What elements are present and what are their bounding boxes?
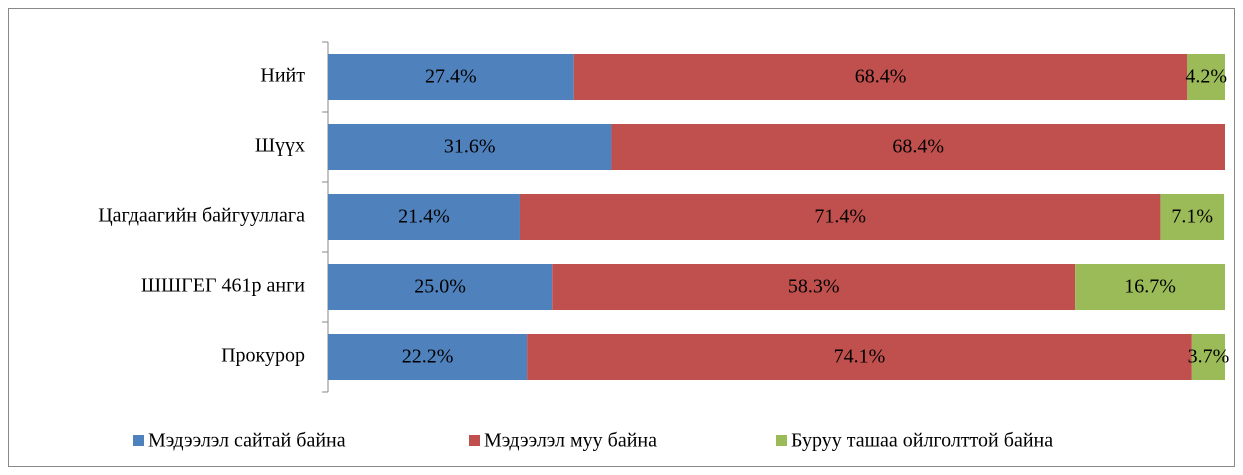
legend-label: Буруу ташаа ойлголттой байна bbox=[791, 430, 1053, 452]
data-label: 21.4% bbox=[398, 206, 450, 228]
legend-swatch bbox=[133, 435, 144, 446]
bar-segment bbox=[1160, 194, 1225, 240]
bar-segment bbox=[1075, 264, 1225, 310]
bar-segment bbox=[1191, 334, 1225, 380]
bar-segment bbox=[573, 54, 1188, 100]
legend-label: Мэдээлэл сайтай байна bbox=[148, 430, 346, 452]
legend-label: Мэдээлэл муу байна bbox=[484, 430, 657, 452]
data-label: 4.2% bbox=[1185, 66, 1227, 88]
data-label: 31.6% bbox=[444, 136, 496, 158]
bar-segment bbox=[328, 264, 553, 310]
bar-segment bbox=[328, 334, 528, 380]
data-label: 7.1% bbox=[1171, 206, 1213, 228]
bar-segment bbox=[328, 194, 520, 240]
category-label: Цагдаагийн байгууллага bbox=[98, 205, 305, 227]
data-label: 16.7% bbox=[1124, 276, 1176, 298]
data-label: 27.4% bbox=[425, 66, 477, 88]
bar-segment bbox=[519, 194, 1161, 240]
data-label: 22.2% bbox=[402, 346, 454, 368]
data-label: 68.4% bbox=[855, 66, 907, 88]
category-label: Нийт bbox=[260, 65, 305, 87]
data-label: 71.4% bbox=[814, 206, 866, 228]
category-label: Прокурор bbox=[221, 345, 305, 367]
bar-segment bbox=[552, 264, 1076, 310]
bar-segment bbox=[328, 54, 574, 100]
data-label: 58.3% bbox=[788, 276, 840, 298]
data-label: 3.7% bbox=[1188, 346, 1230, 368]
bar-segment bbox=[527, 334, 1192, 380]
bar-segment bbox=[1187, 54, 1225, 100]
category-label: Шүүх bbox=[255, 135, 305, 157]
bar-segment bbox=[611, 124, 1225, 170]
data-label: 74.1% bbox=[834, 346, 886, 368]
data-label: 25.0% bbox=[414, 276, 466, 298]
legend-swatch bbox=[469, 435, 480, 446]
bar-segment bbox=[328, 124, 612, 170]
data-label: 68.4% bbox=[892, 136, 944, 158]
legend-swatch bbox=[776, 435, 787, 446]
category-label: ШШГЕГ 461р анги bbox=[141, 275, 305, 297]
